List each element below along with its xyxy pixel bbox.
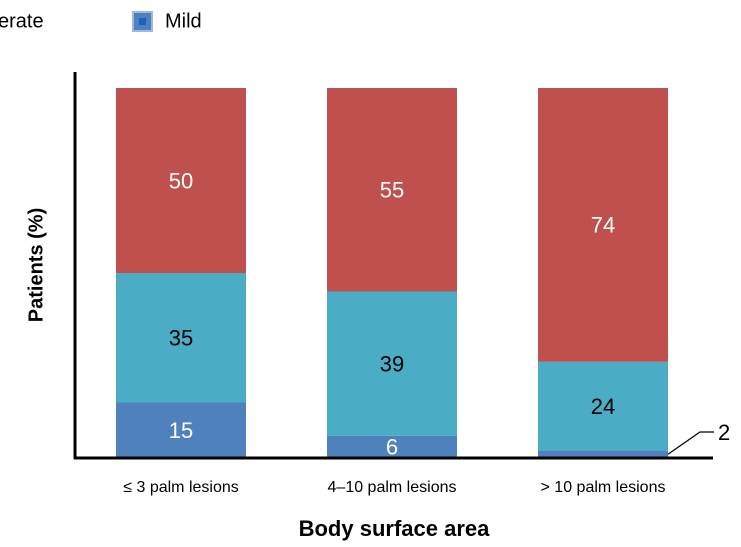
bar-segment — [327, 88, 457, 292]
y-axis-label: Patients (%) — [25, 208, 47, 322]
x-axis-label: Body surface area — [299, 516, 491, 541]
data-label: 50 — [169, 168, 193, 193]
plot-area: 15 35 50 6 39 55 24 74 — [116, 88, 668, 460]
x-tick-label: ≤ 3 palm lesions — [123, 479, 239, 496]
legend-swatch-inner — [139, 18, 146, 25]
bar-segment — [538, 450, 668, 457]
data-label: 15 — [169, 418, 193, 443]
data-label: 24 — [591, 394, 615, 419]
data-label: 74 — [591, 213, 615, 238]
data-label: 55 — [380, 178, 404, 203]
bar-segment — [116, 402, 246, 457]
x-tick-label: > 10 palm lesions — [541, 479, 666, 496]
bar-segment — [538, 88, 668, 362]
legend-label: Mild — [165, 10, 202, 32]
bar-segment — [116, 88, 246, 273]
bar-segment — [327, 435, 457, 457]
x-tick-label: 4–10 palm lesions — [328, 479, 457, 496]
data-label: 6 — [386, 435, 398, 460]
data-label: 35 — [169, 326, 193, 351]
bar-segment — [327, 291, 457, 436]
leader-line — [667, 431, 714, 455]
data-label: 39 — [380, 351, 404, 376]
legend-label: erate — [0, 10, 44, 32]
bar-segment — [116, 273, 246, 403]
data-label: 2 — [718, 420, 730, 445]
bar-segment — [538, 361, 668, 451]
